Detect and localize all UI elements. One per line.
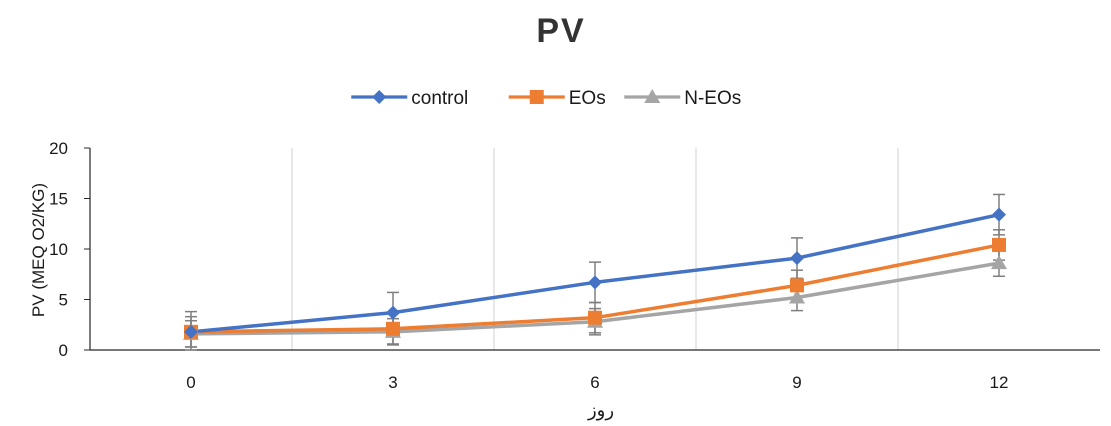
legend-label: control [411, 88, 468, 109]
legend-marker [372, 90, 387, 104]
point-control [588, 275, 602, 290]
y-tick-label: 15 [49, 190, 68, 209]
x-tick-label: 0 [186, 373, 195, 392]
x-tick-label: 12 [990, 373, 1009, 392]
point-EOs [386, 321, 400, 336]
x-tick-label: 6 [590, 373, 599, 392]
point-control [992, 207, 1006, 222]
y-tick-labels: 0 5 10 15 20 [49, 139, 68, 360]
point-N-EOs [789, 289, 805, 304]
legend-label: N-EOs [684, 88, 741, 109]
axes [84, 147, 1100, 351]
y-tick-label: 20 [49, 139, 68, 158]
point-EOs [790, 278, 804, 293]
y-axis-label: PV (MEQ O2/KG) [29, 183, 48, 317]
point-control [386, 305, 400, 320]
y-tick-label: 5 [59, 291, 68, 310]
y-tick-label: 0 [59, 341, 68, 360]
point-N-EOs [991, 255, 1007, 270]
x-axis-label: روز [587, 400, 614, 421]
grid [291, 148, 899, 350]
point-EOs [992, 237, 1006, 252]
point-control [184, 324, 198, 339]
legend-label: EOs [569, 88, 606, 109]
x-tick-label: 9 [792, 373, 801, 392]
x-tick-labels: 0 3 6 9 12 [186, 373, 1008, 392]
y-tick-label: 10 [49, 240, 68, 259]
series-markers [183, 207, 1007, 340]
point-EOs [588, 310, 602, 325]
legend-marker [644, 89, 661, 103]
legend: control EOs N-EOs [351, 88, 741, 109]
x-tick-label: 3 [388, 373, 397, 392]
point-control [790, 251, 804, 266]
legend-marker [529, 90, 544, 104]
chart-title: PV [536, 12, 585, 50]
